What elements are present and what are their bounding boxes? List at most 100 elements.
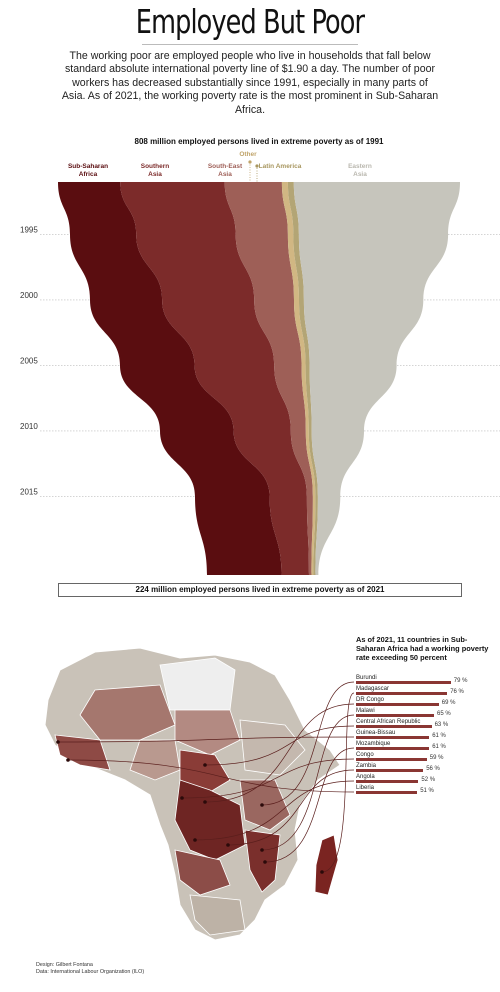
stream-band-south-east-asia [224, 182, 313, 575]
country-label: Malawi [356, 708, 375, 714]
country-label: Congo [356, 752, 374, 758]
country-label: DR Congo [356, 697, 385, 703]
latin-america-marker [255, 164, 259, 168]
series-label: Asia [218, 171, 232, 178]
rate-value: 51 % [420, 788, 434, 794]
africa-map [44, 647, 355, 941]
rate-value: 61 % [432, 744, 446, 750]
connector-line [321, 692, 355, 873]
ranking-row: Zambia 56 % [356, 762, 496, 773]
ranking-row: Liberia 51 % [356, 784, 496, 795]
series-label: South-East [208, 163, 243, 170]
series-label: Sub-Saharan [68, 163, 108, 170]
stream-band-eastern-asia [293, 182, 460, 575]
country-label: Burundi [356, 675, 377, 681]
rate-value: 61 % [432, 733, 446, 739]
credits: Design: Gilbert Fontana Data: Internatio… [36, 962, 144, 976]
country-label: Angola [356, 774, 375, 780]
rate-value: 63 % [434, 722, 449, 728]
connector-line [67, 759, 355, 793]
y-tick-label: 2010 [20, 422, 38, 431]
country-label: Liberia [356, 785, 375, 791]
south-africa-region [189, 894, 246, 936]
rate-value: 79 % [453, 678, 468, 684]
rate-bar [356, 769, 424, 772]
ranking-row: Malawi 65 % [356, 707, 496, 718]
connector-line [204, 703, 355, 803]
chart-subtitle: The working poor are employed people who… [61, 50, 439, 116]
design-credit: Design: Gilbert Fontana [36, 962, 93, 968]
stream-band-sub-saharan-africa [58, 182, 282, 575]
ranking-row: Madagascar 76 % [356, 685, 496, 696]
series-label: Africa [79, 171, 98, 178]
country-label: Madagascar [356, 686, 390, 692]
rate-bar [356, 747, 430, 750]
country-dot [260, 848, 264, 852]
rate-value: 65 % [437, 711, 451, 717]
connector-line [181, 758, 355, 799]
rate-bar [356, 758, 427, 761]
rate-value: 76 % [450, 689, 464, 695]
rate-bar [356, 703, 439, 706]
chart-title: Employed But Poor [135, 2, 365, 41]
series-label: Latin America [259, 163, 302, 170]
rate-bar [356, 681, 451, 684]
rate-bar [356, 725, 432, 728]
rate-value: 52 % [421, 777, 436, 783]
country-dot [263, 860, 267, 864]
connector-line [57, 736, 355, 743]
stream-band-southern-asia [120, 182, 309, 575]
rate-value: 69 % [441, 700, 456, 706]
country-dot [260, 803, 264, 807]
rate-bar [356, 692, 448, 695]
stream-band-latin-america [287, 182, 318, 575]
chad-region [174, 709, 241, 756]
angola-zambia-region [174, 849, 231, 896]
series-label: Asia [353, 171, 367, 178]
country-dot [203, 763, 207, 767]
nigeria-region [129, 739, 181, 781]
madagascar [314, 834, 339, 896]
ranking-row: Guinea-Bissau 61 % [356, 729, 496, 740]
series-label: Asia [148, 171, 162, 178]
country-dot [180, 796, 184, 800]
connector-line [194, 780, 355, 841]
y-tick-label: 2005 [20, 356, 38, 365]
libya-region [159, 657, 236, 711]
rate-bar [356, 780, 419, 783]
ranking-row: Angola 52 % [356, 773, 496, 784]
connector-line [227, 769, 355, 846]
country-label: Zambia [356, 763, 377, 769]
ranking-row: Central African Republic 63 % [356, 718, 496, 729]
data-source: Data: International Labour Organization … [36, 969, 145, 975]
connector-line [264, 747, 355, 863]
title-divider [142, 44, 358, 45]
west-coast [54, 734, 111, 771]
country-dot [226, 843, 230, 847]
country-dot [203, 800, 207, 804]
country-dot [66, 758, 70, 762]
rate-bar [356, 714, 434, 717]
rate-bar [356, 791, 418, 794]
country-dot [193, 838, 197, 842]
ranking-row: Mozambique 61 % [356, 740, 496, 751]
ranking-row: Burundi 79 % [356, 674, 496, 685]
rate-bar [356, 736, 430, 739]
country-dot [320, 870, 324, 874]
bottom-annotation: 224 million employed persons lived in ex… [58, 583, 462, 597]
connector-line [261, 681, 355, 806]
other-marker [248, 160, 252, 164]
y-tick-label: 2015 [20, 487, 38, 496]
series-label: Eastern [348, 163, 372, 170]
rate-value: 56 % [426, 766, 440, 772]
ranking-title: As of 2021, 11 countries in Sub-Saharan … [356, 635, 489, 663]
poverty-rate-ranking: As of 2021, 11 countries in Sub-Saharan … [356, 635, 496, 794]
country-label: Mozambique [356, 741, 391, 747]
connector-line [204, 725, 355, 766]
series-label: Southern [141, 163, 170, 170]
ranking-row: DR Congo 69 % [356, 696, 496, 707]
top-annotation: 808 million employed persons lived in ex… [134, 137, 384, 146]
country-label: Central African Republic [356, 719, 421, 725]
rate-value: 59 % [429, 755, 444, 761]
